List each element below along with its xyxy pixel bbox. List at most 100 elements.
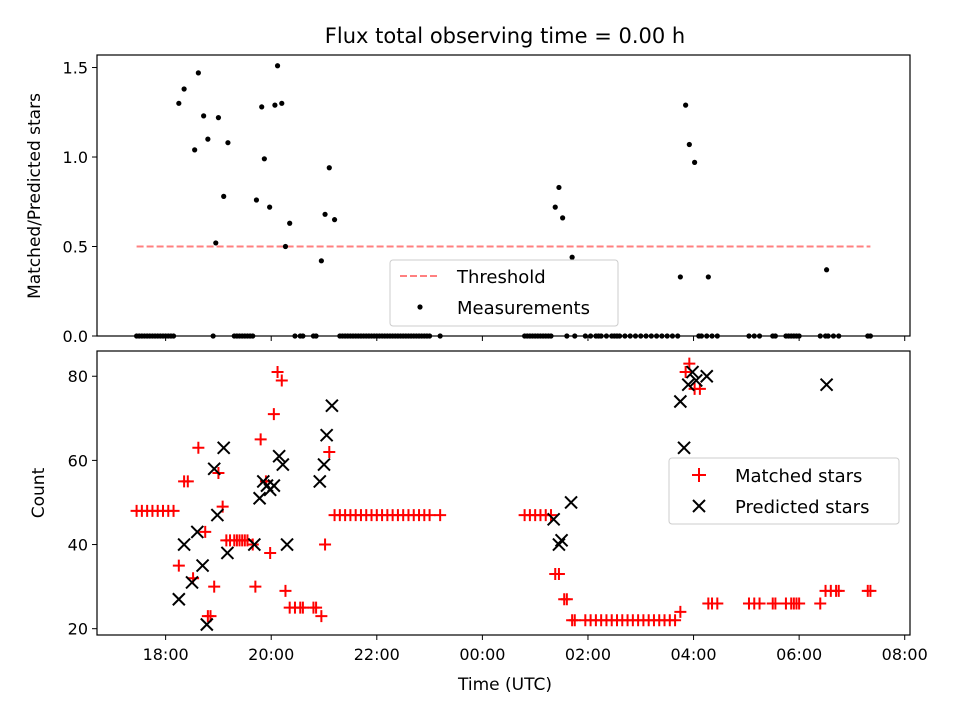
- measurement-point: [279, 100, 285, 106]
- measurement-point: [322, 211, 328, 217]
- xtick-label: 04:00: [670, 645, 716, 664]
- legend-threshold-label: Threshold: [456, 267, 546, 288]
- predicted-star-point: [172, 592, 186, 606]
- top-legend: Threshold Measurements: [389, 259, 619, 327]
- matched-star-point: [323, 445, 336, 458]
- matched-star-point: [172, 559, 185, 572]
- measurement-point: [823, 267, 830, 273]
- predicted-star-point: [190, 525, 205, 539]
- measurement-point: [287, 220, 293, 226]
- predicted-star-point: [317, 457, 331, 472]
- xtick-label: 06:00: [776, 645, 822, 664]
- predicted-star-point: [677, 441, 691, 455]
- matched-star-point: [423, 509, 436, 522]
- measurement-point: [560, 215, 566, 221]
- measurement-point: [192, 147, 198, 153]
- predicted-star-point: [207, 462, 221, 476]
- measurement-point: [705, 274, 711, 280]
- matched-star-point: [296, 601, 309, 614]
- predicted-star-point: [819, 377, 834, 392]
- measurement-point: [569, 254, 575, 260]
- matched-star-point: [310, 601, 323, 614]
- matched-star-point: [560, 593, 573, 606]
- matched-star-point: [271, 366, 284, 379]
- predicted-star-point: [185, 575, 199, 590]
- measurement-point: [331, 217, 338, 223]
- predicted-star-point: [564, 495, 578, 510]
- measurement-point: [201, 113, 207, 119]
- matched-star-point: [315, 610, 328, 623]
- predicted-star-point: [276, 457, 290, 472]
- predicted-star-point: [325, 398, 339, 413]
- top-ylabel: Matched/Predicted stars: [25, 93, 45, 299]
- matched-star-point: [814, 597, 827, 610]
- xtick-label: 22:00: [354, 645, 400, 664]
- measurement-point: [683, 102, 689, 108]
- legend-measurements-label: Measurements: [457, 298, 590, 319]
- predicted-star-point: [552, 537, 566, 552]
- measurement-point: [556, 184, 562, 191]
- matched-star-point: [167, 504, 180, 517]
- ytick-label: 1.0: [63, 148, 88, 167]
- predicted-star-point: [177, 537, 191, 552]
- legend-predicted-swatch: [692, 499, 706, 513]
- measurement-point: [552, 204, 558, 210]
- ytick-label: 40: [68, 536, 88, 555]
- matched-star-point: [275, 374, 288, 387]
- matched-star-point: [568, 614, 581, 627]
- measurement-point: [692, 159, 698, 165]
- measurement-point: [259, 104, 265, 110]
- matched-star-point: [199, 525, 212, 538]
- xtick-label: 08:00: [882, 645, 928, 664]
- matched-star-point: [279, 584, 292, 597]
- matched-star-point: [249, 580, 262, 593]
- matched-star-point: [319, 538, 332, 551]
- bottom-xlabel: Time (UTC): [457, 675, 552, 695]
- matched-star-point: [679, 366, 692, 379]
- predicted-star-point: [313, 474, 327, 489]
- ytick-label: 80: [68, 367, 88, 386]
- predicted-star-point: [247, 537, 262, 552]
- xtick-label: 02:00: [565, 645, 611, 664]
- matched-star-point: [793, 597, 806, 610]
- measurement-point: [261, 156, 267, 162]
- predicted-star-point: [681, 377, 695, 392]
- bottom-panel: 20 40 60 80 18:00 20:00 22:00 00:00 02:00 04:00 06…: [68, 357, 928, 664]
- xtick-label: 00:00: [459, 645, 505, 664]
- measurement-point: [267, 204, 273, 210]
- measurement-point: [195, 70, 201, 76]
- measurement-point: [215, 115, 222, 121]
- predicted-star-point: [195, 558, 210, 573]
- matched-star-point: [769, 597, 782, 610]
- matched-star-point: [545, 509, 558, 522]
- predicted-star-point: [689, 373, 703, 388]
- predicted-star-point: [280, 537, 294, 552]
- measurement-point: [272, 102, 278, 108]
- measurement-point: [253, 197, 260, 203]
- predicted-star-point: [200, 617, 214, 632]
- predicted-star-point: [673, 394, 688, 409]
- matched-star-point: [864, 584, 877, 597]
- bottom-ylabel: Count: [29, 467, 49, 518]
- measurement-point: [205, 136, 211, 142]
- predicted-star-point: [685, 365, 700, 379]
- matched-star-point: [711, 597, 724, 610]
- ytick-label: 60: [68, 451, 88, 470]
- matched-star-point: [208, 580, 221, 593]
- top-legend-frame: [389, 259, 619, 327]
- matched-star-point: [181, 475, 194, 488]
- matched-star-point: [246, 538, 259, 551]
- predicted-star-point: [546, 512, 561, 527]
- matched-star-point: [832, 584, 845, 597]
- matched-star-point: [669, 614, 682, 627]
- ytick-label: 1.5: [63, 59, 88, 78]
- matched-star-point: [674, 605, 687, 618]
- measurement-point: [225, 140, 231, 146]
- top-axes-frame: [96, 54, 911, 337]
- measurement-point: [213, 240, 219, 246]
- measurement-point: [221, 193, 227, 199]
- legend-measurements-swatch: [417, 304, 423, 310]
- ytick-label: 0.5: [63, 238, 88, 257]
- bottom-legend: Matched stars Predicted stars: [668, 457, 900, 525]
- legend-matched-label: Matched stars: [735, 466, 862, 487]
